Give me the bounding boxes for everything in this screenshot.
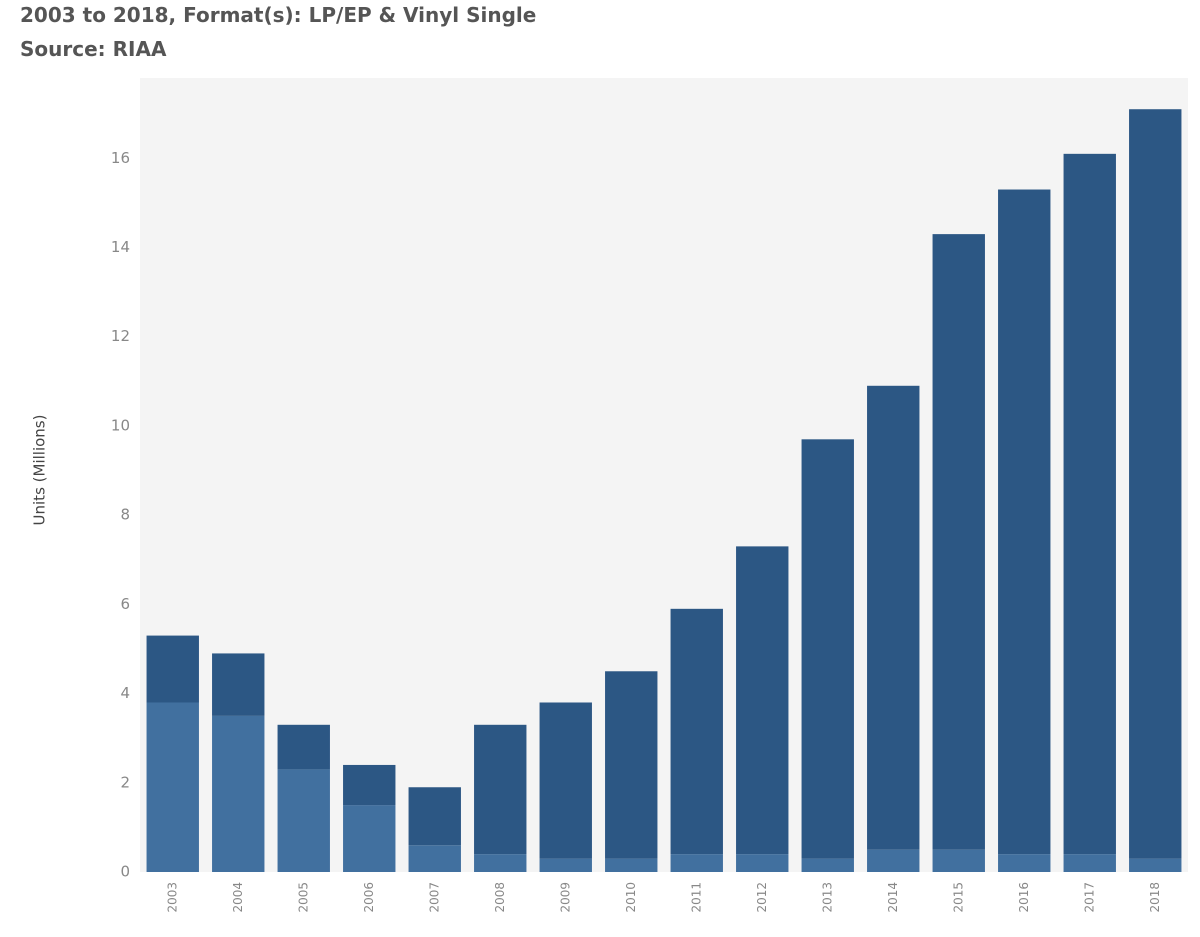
bar-segment (408, 787, 461, 846)
x-tick-label: 2004 (231, 882, 245, 913)
bar-segment (539, 702, 592, 859)
bar-segment (605, 671, 658, 859)
bar-segment (605, 858, 658, 872)
y-tick-label: 2 (120, 773, 130, 791)
y-tick-label: 12 (111, 327, 130, 345)
x-tick-label: 2016 (1017, 882, 1031, 913)
x-tick-label: 2013 (820, 882, 834, 913)
bar-segment (408, 845, 461, 872)
bar-segment (670, 608, 723, 855)
x-tick-label: 2015 (951, 882, 965, 913)
bar-segment (343, 805, 396, 872)
y-axis-label: Units (Millions) (31, 415, 49, 526)
bar-segment (670, 854, 723, 872)
x-tick-label: 2018 (1148, 882, 1162, 913)
bar-segment (212, 653, 265, 716)
bar-segment (212, 715, 265, 872)
y-tick-label: 4 (120, 684, 130, 702)
bar-segment (277, 724, 330, 770)
bar-segment (1129, 109, 1182, 859)
bar-segment (932, 234, 985, 850)
bar-segment (801, 439, 854, 859)
bar-segment (736, 854, 789, 872)
y-tick-label: 6 (120, 595, 130, 613)
bar-segment (474, 854, 527, 872)
x-tick-label: 2007 (427, 882, 441, 913)
bar-segment (867, 849, 920, 872)
bar-segment (801, 858, 854, 872)
bar-segment (998, 189, 1051, 855)
bar-segment (736, 546, 789, 855)
bar-segment (146, 635, 199, 703)
x-tick-label: 2012 (755, 882, 769, 913)
x-tick-label: 2003 (165, 882, 179, 913)
bar-segment (146, 702, 199, 872)
x-tick-label: 2010 (624, 882, 638, 913)
x-tick-label: 2006 (362, 882, 376, 913)
bar-segment (343, 764, 396, 806)
y-tick-label: 8 (120, 506, 130, 524)
bar-segment (1063, 153, 1116, 855)
bar-segment (539, 858, 592, 872)
y-tick-label: 10 (111, 416, 130, 434)
bar-segment (474, 724, 527, 855)
y-tick-label: 0 (120, 863, 130, 881)
bar-segment (867, 385, 920, 850)
y-tick-label: 16 (111, 149, 130, 167)
chart-subtitle: Source: RIAA (20, 37, 167, 61)
bar-segment (1063, 854, 1116, 872)
x-tick-label: 2005 (296, 882, 310, 913)
bar-segment (932, 849, 985, 872)
bar-segment (1129, 858, 1182, 872)
bar-segment (998, 854, 1051, 872)
bar-segment (277, 769, 330, 872)
x-tick-label: 2014 (886, 882, 900, 913)
y-tick-label: 14 (111, 238, 130, 256)
x-tick-label: 2009 (558, 882, 572, 913)
x-tick-label: 2011 (689, 882, 703, 913)
x-tick-label: 2017 (1082, 882, 1096, 913)
chart-title: 2003 to 2018, Format(s): LP/EP & Vinyl S… (20, 3, 536, 27)
x-tick-label: 2008 (493, 882, 507, 913)
